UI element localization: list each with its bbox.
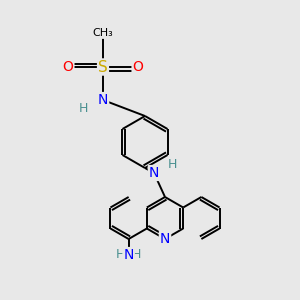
Text: H: H: [116, 248, 125, 262]
Text: N: N: [149, 166, 159, 180]
Text: S: S: [98, 59, 108, 74]
Text: H: H: [78, 103, 88, 116]
Text: N: N: [160, 232, 170, 246]
Text: O: O: [133, 60, 143, 74]
Text: N: N: [123, 248, 134, 262]
Text: O: O: [63, 60, 74, 74]
Text: H: H: [167, 158, 177, 172]
Text: H: H: [132, 248, 141, 262]
Text: N: N: [98, 93, 108, 107]
Text: CH₃: CH₃: [93, 28, 113, 38]
